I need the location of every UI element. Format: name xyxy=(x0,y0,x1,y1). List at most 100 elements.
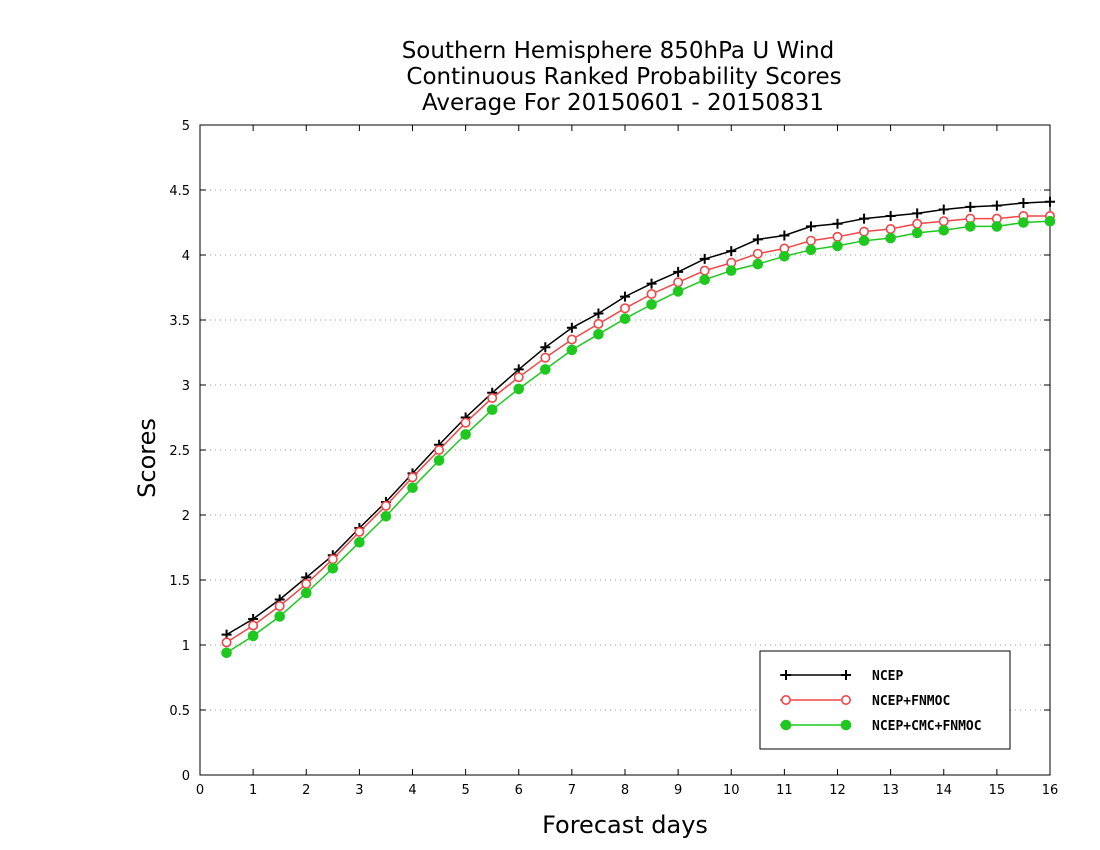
data-point xyxy=(938,216,949,227)
series-ncep-cmc-fnmoc xyxy=(221,215,1056,659)
y-tick-label: 5 xyxy=(182,119,190,134)
series-line xyxy=(226,220,1051,654)
x-axis: 0 1 2 3 4 5 6 7 8 9 10 11 12 13 14 15 16 xyxy=(196,125,1058,798)
data-point xyxy=(752,234,763,245)
data-point xyxy=(248,620,259,631)
data-point xyxy=(327,563,339,574)
legend-marker xyxy=(780,694,791,705)
series-line xyxy=(226,215,1050,644)
title-line-3: Average For 20150601 - 20150831 xyxy=(422,90,824,116)
y-tick-label: 0.5 xyxy=(169,704,190,719)
x-axis-title: Forecast days xyxy=(542,811,708,839)
data-point xyxy=(460,417,471,428)
data-point xyxy=(221,647,232,659)
data-point xyxy=(965,221,976,232)
data-point xyxy=(1045,196,1055,207)
data-point xyxy=(593,318,604,329)
x-tick-label: 14 xyxy=(935,783,952,798)
y-tick-label: 4.5 xyxy=(169,184,190,199)
legend-marker xyxy=(840,694,851,705)
data-point xyxy=(805,221,816,232)
data-point xyxy=(566,322,577,333)
x-tick-label: 4 xyxy=(408,783,416,798)
x-tick-label: 3 xyxy=(355,783,363,798)
y-tick-label: 2.5 xyxy=(169,444,190,459)
x-tick-label: 16 xyxy=(1042,783,1059,798)
x-tick-label: 15 xyxy=(989,783,1006,798)
data-point xyxy=(912,208,923,219)
data-point xyxy=(699,253,710,264)
x-tick-label: 9 xyxy=(674,783,682,798)
data-point xyxy=(673,266,684,277)
data-point xyxy=(832,231,843,242)
data-point xyxy=(354,537,365,548)
data-point xyxy=(726,246,737,257)
data-point xyxy=(646,278,657,289)
data-point xyxy=(911,227,923,239)
data-point xyxy=(805,244,817,256)
series-line xyxy=(226,200,1051,636)
y-tick-label: 3 xyxy=(182,379,190,394)
legend-label: NCEP xyxy=(872,669,903,684)
x-tick-label: 10 xyxy=(723,783,740,798)
data-point xyxy=(779,250,790,262)
data-point xyxy=(646,299,657,310)
data-point xyxy=(513,383,525,395)
data-point xyxy=(673,277,684,288)
data-point xyxy=(460,429,471,440)
y-tick-label: 4 xyxy=(182,249,190,264)
series-ncep-fnmoc xyxy=(221,211,1056,648)
series-layer xyxy=(221,196,1056,659)
grid-lines xyxy=(200,189,1050,711)
data-point xyxy=(407,472,418,483)
x-tick-label: 11 xyxy=(776,783,793,798)
data-point xyxy=(593,308,604,319)
x-tick-label: 8 xyxy=(621,783,629,798)
data-point xyxy=(725,265,737,276)
y-tick-label: 2 xyxy=(182,509,190,524)
data-point xyxy=(858,235,870,246)
y-axis-title: Scores xyxy=(133,418,161,498)
data-point xyxy=(566,334,577,345)
data-point xyxy=(832,218,843,229)
data-point xyxy=(619,313,631,325)
x-tick-label: 2 xyxy=(302,783,310,798)
data-point xyxy=(885,211,896,221)
data-point xyxy=(434,444,445,455)
y-tick-label: 1.5 xyxy=(169,574,190,589)
data-point xyxy=(300,587,312,599)
data-point xyxy=(1018,217,1029,228)
data-point xyxy=(859,226,870,237)
x-tick-label: 6 xyxy=(515,783,523,798)
x-tick-label: 7 xyxy=(568,783,576,798)
data-point xyxy=(832,240,843,252)
chart-title: Southern Hemisphere 850hPa U Wind Contin… xyxy=(402,38,842,116)
legend-marker xyxy=(840,719,852,731)
x-tick-label: 0 xyxy=(196,783,204,798)
x-tick-label: 1 xyxy=(249,783,257,798)
data-point xyxy=(885,224,896,235)
y-tick-label: 0 xyxy=(182,769,190,784)
data-point xyxy=(247,630,259,642)
data-point xyxy=(699,274,710,286)
data-point xyxy=(486,404,498,416)
legend-label: NCEP+CMC+FNMOC xyxy=(872,719,982,734)
data-point xyxy=(912,218,923,229)
title-line-2: Continuous Ranked Probability Scores xyxy=(406,64,841,90)
data-point xyxy=(699,265,710,276)
data-point xyxy=(859,213,870,224)
data-point xyxy=(407,482,418,494)
x-tick-label: 13 xyxy=(882,783,899,798)
data-point xyxy=(487,392,498,403)
legend-marker xyxy=(780,719,792,731)
data-point xyxy=(540,352,551,363)
data-point xyxy=(540,364,551,375)
data-point xyxy=(619,303,630,314)
x-tick-label: 5 xyxy=(461,783,469,798)
data-point xyxy=(620,291,630,302)
data-point xyxy=(991,221,1003,232)
data-point xyxy=(885,232,896,244)
data-point xyxy=(752,248,763,259)
data-point xyxy=(380,500,391,511)
